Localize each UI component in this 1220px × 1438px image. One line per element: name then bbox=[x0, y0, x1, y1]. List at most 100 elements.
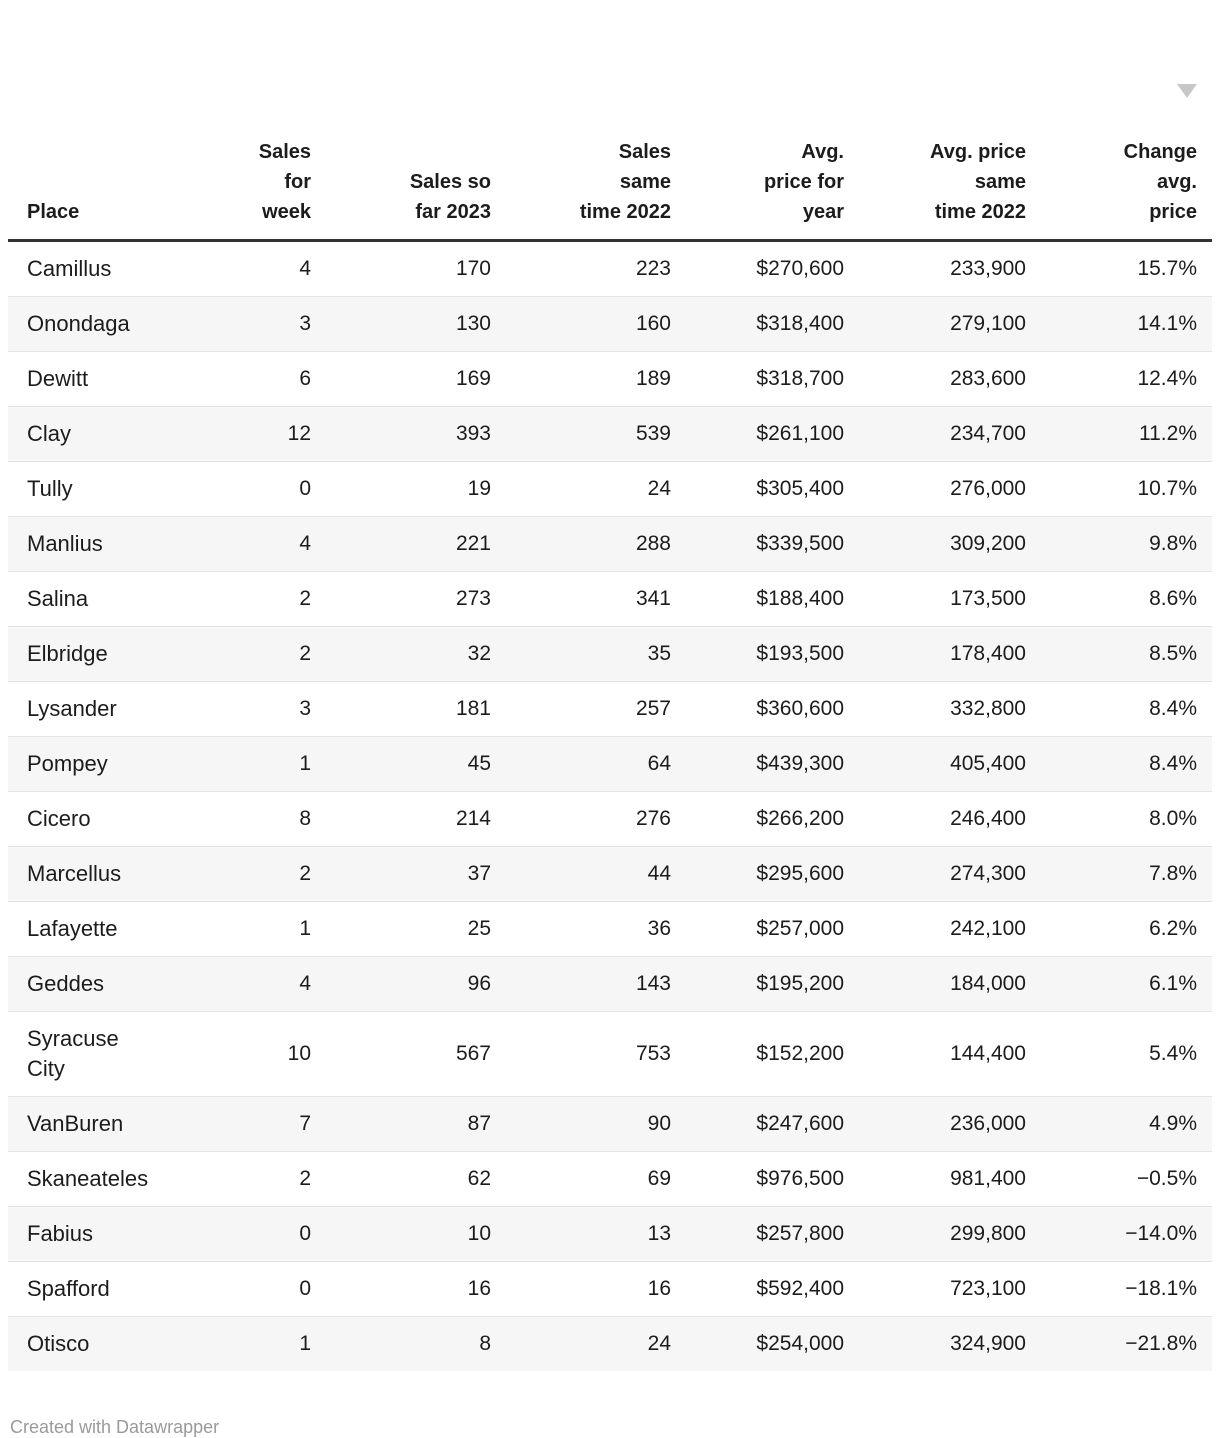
cell-sales-2022: 69 bbox=[491, 1151, 671, 1207]
cell-avg-price-2022: 184,000 bbox=[844, 956, 1026, 1012]
cell-sales-2023: 567 bbox=[311, 1011, 491, 1097]
cell-avg-price-2022: 309,200 bbox=[844, 516, 1026, 572]
cell-sales-2022: 24 bbox=[491, 461, 671, 517]
column-header-sales-same-time-2022[interactable]: Sales same time 2022 bbox=[491, 54, 671, 242]
table-row: Cicero 8 214 276 $266,200 246,400 8.0% bbox=[8, 791, 1212, 847]
cell-avg-price-year: $254,000 bbox=[671, 1316, 844, 1371]
column-header-sales-for-week[interactable]: Sales for week bbox=[208, 54, 311, 242]
column-header-label: Avg. price for year bbox=[763, 141, 844, 223]
cell-sales-2022: 36 bbox=[491, 901, 671, 957]
cell-change: 8.4% bbox=[1026, 736, 1212, 792]
cell-sales-week: 2 bbox=[208, 571, 311, 627]
cell-avg-price-year: $439,300 bbox=[671, 736, 844, 792]
column-header-label: Sales same time 2022 bbox=[579, 141, 671, 223]
cell-avg-price-year: $257,800 bbox=[671, 1206, 844, 1262]
cell-place: Otisco bbox=[8, 1316, 208, 1371]
cell-sales-2023: 87 bbox=[311, 1096, 491, 1152]
table-row: Pompey 1 45 64 $439,300 405,400 8.4% bbox=[8, 736, 1212, 792]
cell-avg-price-year: $976,500 bbox=[671, 1151, 844, 1207]
table-header: Place Sales for week Sales so far 2023 S… bbox=[8, 54, 1212, 242]
cell-avg-price-2022: 144,400 bbox=[844, 1011, 1026, 1097]
cell-avg-price-2022: 236,000 bbox=[844, 1096, 1026, 1152]
cell-avg-price-year: $270,600 bbox=[756, 257, 844, 280]
cell-place: Salina bbox=[8, 571, 208, 627]
cell-sales-week: 8 bbox=[208, 791, 311, 847]
table-row: Dewitt 6 169 189 $318,700 283,600 12.4% bbox=[8, 351, 1212, 407]
cell-sales-week: 2 bbox=[208, 1151, 311, 1207]
column-header-avg-price-for-year[interactable]: Avg. price for year bbox=[671, 54, 844, 242]
column-header-change-avg-price[interactable]: Change avg. price bbox=[1026, 54, 1212, 242]
table-row: Clay 12 393 539 $261,100 234,700 11.2% bbox=[8, 406, 1212, 462]
cell-place: Pompey bbox=[8, 736, 208, 792]
column-header-label: Avg. price same time 2022 bbox=[930, 141, 1026, 223]
table-row: Spafford 0 16 16 $592,400 723,100 −18.1% bbox=[8, 1261, 1212, 1317]
table-row: VanBuren 7 87 90 $247,600 236,000 4.9% bbox=[8, 1096, 1212, 1152]
cell-sales-2022: 64 bbox=[491, 736, 671, 792]
cell-avg-price-year: $318,700 bbox=[671, 351, 844, 407]
column-header-sales-so-far-2023[interactable]: Sales so far 2023 bbox=[311, 54, 491, 242]
cell-sales-2022: 753 bbox=[491, 1011, 671, 1097]
cell-avg-price-year: $266,200 bbox=[671, 791, 844, 847]
cell-change: 8.6% bbox=[1026, 571, 1212, 627]
cell-avg-price-2022: 332,800 bbox=[844, 681, 1026, 737]
cell-change: 10.7% bbox=[1026, 461, 1212, 517]
cell-sales-week: 1 bbox=[208, 901, 311, 957]
table-row: Salina 2 273 341 $188,400 173,500 8.6% bbox=[8, 571, 1212, 627]
cell-sales-2023: 170 bbox=[455, 257, 491, 280]
cell-sales-2022: 189 bbox=[491, 351, 671, 407]
cell-sales-2023: 16 bbox=[311, 1261, 491, 1317]
cell-sales-2022: 24 bbox=[491, 1316, 671, 1371]
cell-place: Onondaga bbox=[8, 296, 208, 352]
table-row: Marcellus 2 37 44 $295,600 274,300 7.8% bbox=[8, 846, 1212, 902]
datawrapper-credit-link[interactable]: Created with Datawrapper bbox=[10, 1417, 220, 1437]
cell-sales-2023: 169 bbox=[311, 351, 491, 407]
cell-sales-2023: 37 bbox=[311, 846, 491, 902]
cell-change: 8.5% bbox=[1026, 626, 1212, 682]
cell-place: Clay bbox=[8, 406, 208, 462]
cell-sales-2022: 276 bbox=[491, 791, 671, 847]
cell-sales-week: 6 bbox=[208, 351, 311, 407]
column-header-avg-price-same-time-2022[interactable]: Avg. price same time 2022 bbox=[844, 54, 1026, 242]
cell-change: −14.0% bbox=[1026, 1206, 1212, 1262]
cell-place: Dewitt bbox=[8, 351, 208, 407]
cell-avg-price-year: $152,200 bbox=[671, 1011, 844, 1097]
cell-place: Cicero bbox=[8, 791, 208, 847]
cell-place: Lysander bbox=[8, 681, 208, 737]
cell-sales-2023: 273 bbox=[311, 571, 491, 627]
cell-sales-2022: 143 bbox=[491, 956, 671, 1012]
cell-sales-2023: 10 bbox=[311, 1206, 491, 1262]
cell-place: Geddes bbox=[8, 956, 208, 1012]
cell-place: Spafford bbox=[8, 1261, 208, 1317]
cell-avg-price-year: $360,600 bbox=[671, 681, 844, 737]
table-row: Skaneateles 2 62 69 $976,500 981,400 −0.5% bbox=[8, 1151, 1212, 1207]
cell-change: 7.8% bbox=[1026, 846, 1212, 902]
cell-avg-price-year: $592,400 bbox=[671, 1261, 844, 1317]
cell-avg-price-2022: 324,900 bbox=[844, 1316, 1026, 1371]
cell-avg-price-year: $193,500 bbox=[671, 626, 844, 682]
cell-change: 4.9% bbox=[1026, 1096, 1212, 1152]
table-row: Tully 0 19 24 $305,400 276,000 10.7% bbox=[8, 461, 1212, 517]
cell-sales-2023: 19 bbox=[311, 461, 491, 517]
cell-place: Camillus bbox=[27, 256, 112, 281]
cell-place: Syracuse City bbox=[8, 1011, 208, 1097]
cell-change: 8.0% bbox=[1026, 791, 1212, 847]
table-row: Manlius 4 221 288 $339,500 309,200 9.8% bbox=[8, 516, 1212, 572]
column-header-place[interactable]: Place bbox=[8, 54, 208, 242]
cell-avg-price-2022: 234,700 bbox=[844, 406, 1026, 462]
cell-place: Elbridge bbox=[8, 626, 208, 682]
sort-descending-icon bbox=[1177, 84, 1197, 98]
table-row: Camillus 4 170 223 $270,600 233,900 15.7% bbox=[8, 241, 1212, 297]
cell-sales-2022: 13 bbox=[491, 1206, 671, 1262]
cell-avg-price-2022: 723,100 bbox=[844, 1261, 1026, 1317]
table-row: Lysander 3 181 257 $360,600 332,800 8.4% bbox=[8, 681, 1212, 737]
cell-place: VanBuren bbox=[8, 1096, 208, 1152]
cell-sales-2023: 62 bbox=[311, 1151, 491, 1207]
cell-sales-week: 4 bbox=[208, 956, 311, 1012]
cell-sales-week: 7 bbox=[208, 1096, 311, 1152]
cell-sales-2022: 90 bbox=[491, 1096, 671, 1152]
cell-change: 6.2% bbox=[1026, 901, 1212, 957]
cell-change: 12.4% bbox=[1026, 351, 1212, 407]
table-row: Otisco 1 8 24 $254,000 324,900 −21.8% bbox=[8, 1316, 1212, 1371]
cell-sales-2023: 45 bbox=[311, 736, 491, 792]
cell-place: Marcellus bbox=[8, 846, 208, 902]
